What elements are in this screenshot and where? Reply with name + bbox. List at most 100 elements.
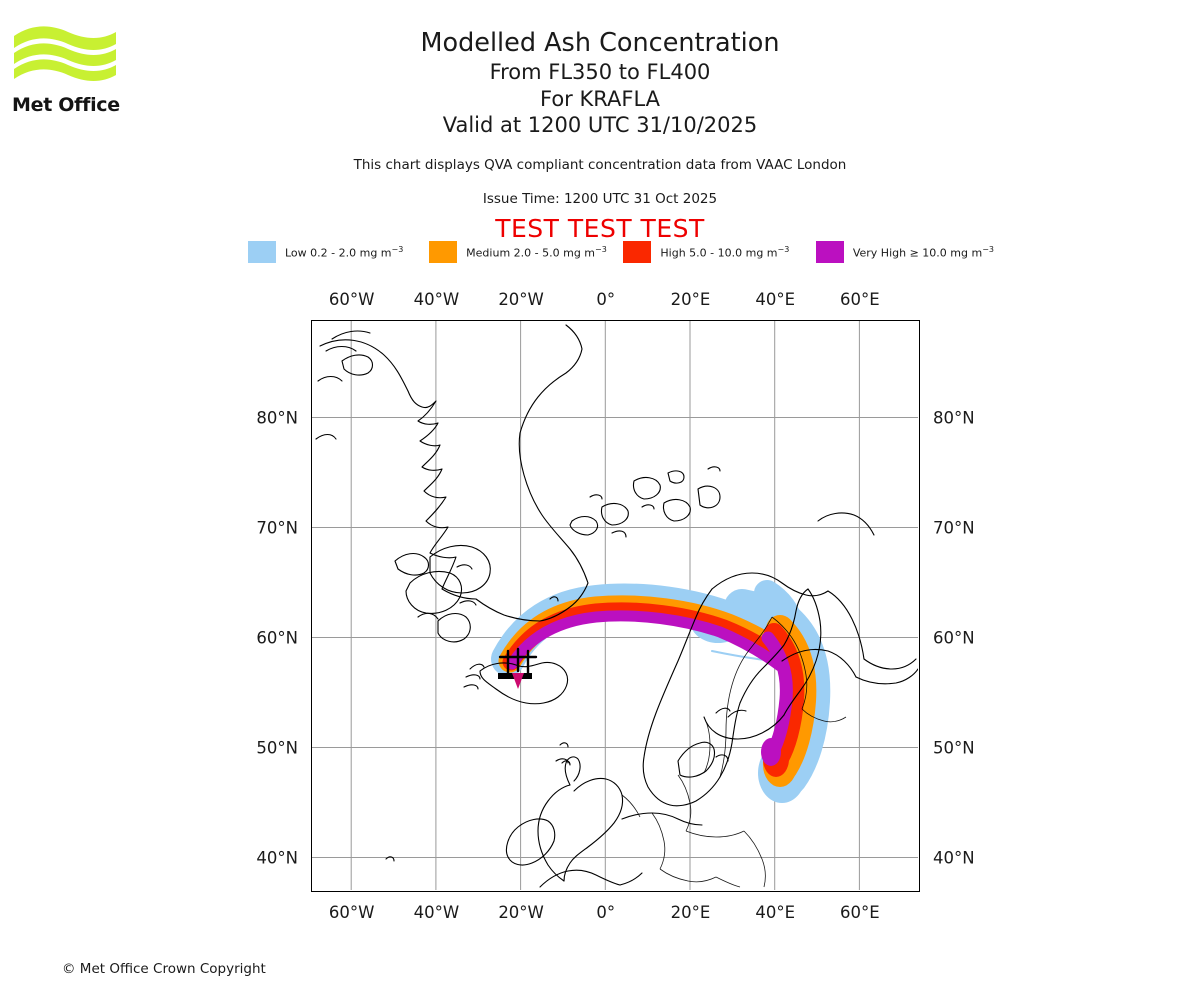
svalbard-nordaustlandet: [429, 544, 491, 594]
met-office-wave-mark: [14, 26, 116, 81]
arctic-islands-nw: [331, 330, 371, 340]
lon-label-bottom-60e: 60°E: [840, 903, 880, 922]
lon-label-bottom-60w: 60°W: [328, 903, 375, 922]
map-canvas: [312, 321, 918, 890]
kara-coast: [863, 658, 917, 670]
ukraine-border: [743, 830, 766, 888]
north-sea-coast: [621, 812, 703, 826]
met-office-logo-text: Met Office: [12, 94, 120, 116]
nw-island-b: [317, 375, 343, 382]
norway-south-coast: [669, 776, 721, 807]
fjl-a: [569, 515, 599, 536]
nw-island-a: [325, 345, 357, 352]
qva-strapline: This chart displays QVA compliant concen…: [353, 157, 847, 173]
lat-label-right-70n: 70°N: [933, 518, 975, 538]
chart-title-block: Modelled Ash Concentration From FL350 to…: [0, 28, 1200, 139]
lat-label-right-60n: 60°N: [933, 628, 975, 648]
fjl-islet-b: [641, 504, 655, 510]
france-south: [619, 872, 643, 886]
copyright-text: © Met Office Crown Copyright: [62, 961, 266, 977]
plume-band-very-high: [506, 610, 793, 766]
legend-swatch-very-high: [815, 241, 844, 263]
greenland-coastline: [319, 324, 589, 622]
lon-label-top-20e: 20°E: [670, 290, 711, 309]
svalbard-spitsbergen: [405, 570, 463, 614]
volcano-source-marker: [498, 647, 538, 689]
fjl-islet-d: [707, 466, 721, 472]
lat-label-right-40n: 40°N: [933, 848, 975, 868]
legend-swatch-low: [248, 241, 276, 263]
svalbard-islet-c: [459, 600, 477, 606]
oland: [715, 707, 731, 714]
lon-label-top-60e: 60°E: [840, 290, 880, 309]
iceland-westfjord-a: [469, 663, 485, 670]
poland-south-border: [685, 830, 745, 838]
germany-west-border: [651, 812, 666, 870]
ash-plume: [491, 580, 831, 803]
nw-island-c: [315, 433, 337, 440]
svalbard-west: [394, 552, 430, 576]
denmark-jutland: [677, 741, 716, 778]
page-title: Modelled Ash Concentration: [420, 28, 780, 58]
lon-label-top-40w: 40°W: [413, 290, 460, 309]
jan-mayen: [549, 596, 559, 602]
fjl-islet-a: [611, 530, 627, 538]
legend-label-medium: Medium 2.0 - 5.0 mg m−3: [466, 244, 607, 260]
country-borders: [621, 616, 847, 888]
legend-entry-high: High 5.0 - 10.0 mg m−3: [623, 240, 789, 264]
lon-label-top-20w: 20°W: [498, 290, 544, 309]
lat-label-left-60n: 60°N: [256, 628, 298, 648]
lat-label-right-50n: 50°N: [933, 738, 975, 758]
novaya-zemlya-north: [817, 512, 875, 536]
fjl-b: [600, 502, 629, 526]
lon-label-top-60w: 60°W: [328, 290, 375, 309]
lon-label-top-0: 0°: [596, 290, 616, 309]
germany-denmark-border: [677, 774, 692, 832]
svalbard-edgeoya: [437, 612, 471, 643]
ash-concentration-map: 60°W 40°W 20°W 0° 20°E 40°E 60°E 60°W 40…: [256, 290, 974, 922]
uk-border-note: [621, 794, 641, 818]
test-banner: TEST TEST TEST: [495, 214, 705, 243]
lat-label-left-70n: 70°N: [256, 518, 298, 538]
baffin-fragment: [341, 354, 374, 376]
lon-label-bottom-40w: 40°W: [413, 903, 460, 922]
map-plot-frame: [311, 320, 920, 892]
legend-entry-medium: Medium 2.0 - 5.0 mg m−3: [429, 240, 607, 264]
legend-label-high: High 5.0 - 10.0 mg m−3: [660, 244, 790, 260]
great-britain-east: [563, 777, 624, 882]
denmark-zealand: [715, 754, 729, 762]
fjl-f: [697, 485, 721, 509]
fjl-islet-c: [589, 494, 603, 500]
fjl-e: [662, 498, 691, 522]
finland-russia-border: [801, 708, 847, 723]
issue-time-text: Issue Time: 1200 UTC 31 Oct 2025: [482, 191, 718, 207]
sweden-west-coast: [719, 702, 741, 778]
gulf-of-finland: [737, 714, 785, 740]
lon-label-bottom-20e: 20°E: [670, 903, 711, 922]
lat-label-left-80n: 80°N: [256, 408, 298, 428]
norway-north-coast: [711, 572, 829, 597]
flight-level-line: From FL350 to FL400: [489, 60, 711, 84]
volcano-line: For KRAFLA: [540, 86, 660, 111]
russia-arctic-coast: [781, 648, 857, 678]
legend-entry-low: Low 0.2 - 2.0 mg m−3: [248, 240, 403, 264]
coastlines: [315, 324, 918, 888]
lon-label-top-40e: 40°E: [755, 290, 796, 309]
legend-swatch-medium: [429, 241, 458, 263]
iceland-coastline: [479, 661, 569, 705]
lat-label-right-80n: 80°N: [933, 408, 975, 428]
plume-band-high: [502, 602, 805, 777]
legend-label-low: Low 0.2 - 2.0 mg m−3: [285, 244, 404, 260]
lat-label-left-40n: 40°N: [256, 848, 298, 868]
fjl-c: [632, 476, 661, 500]
sweden-finland-border: [771, 616, 808, 710]
lat-label-left-50n: 50°N: [256, 738, 298, 758]
russia-arctic-coast-east: [855, 668, 918, 685]
great-britain-west: [537, 784, 571, 882]
orkney: [555, 758, 569, 764]
poland-baltic-border: [703, 716, 711, 774]
legend-swatch-high: [623, 241, 652, 263]
concentration-legend: Low 0.2 - 2.0 mg m−3 Medium 2.0 - 5.0 mg…: [248, 240, 994, 264]
valid-time-line: Valid at 1200 UTC 31/10/2025: [442, 113, 758, 137]
norway-west-coast: [642, 588, 713, 806]
